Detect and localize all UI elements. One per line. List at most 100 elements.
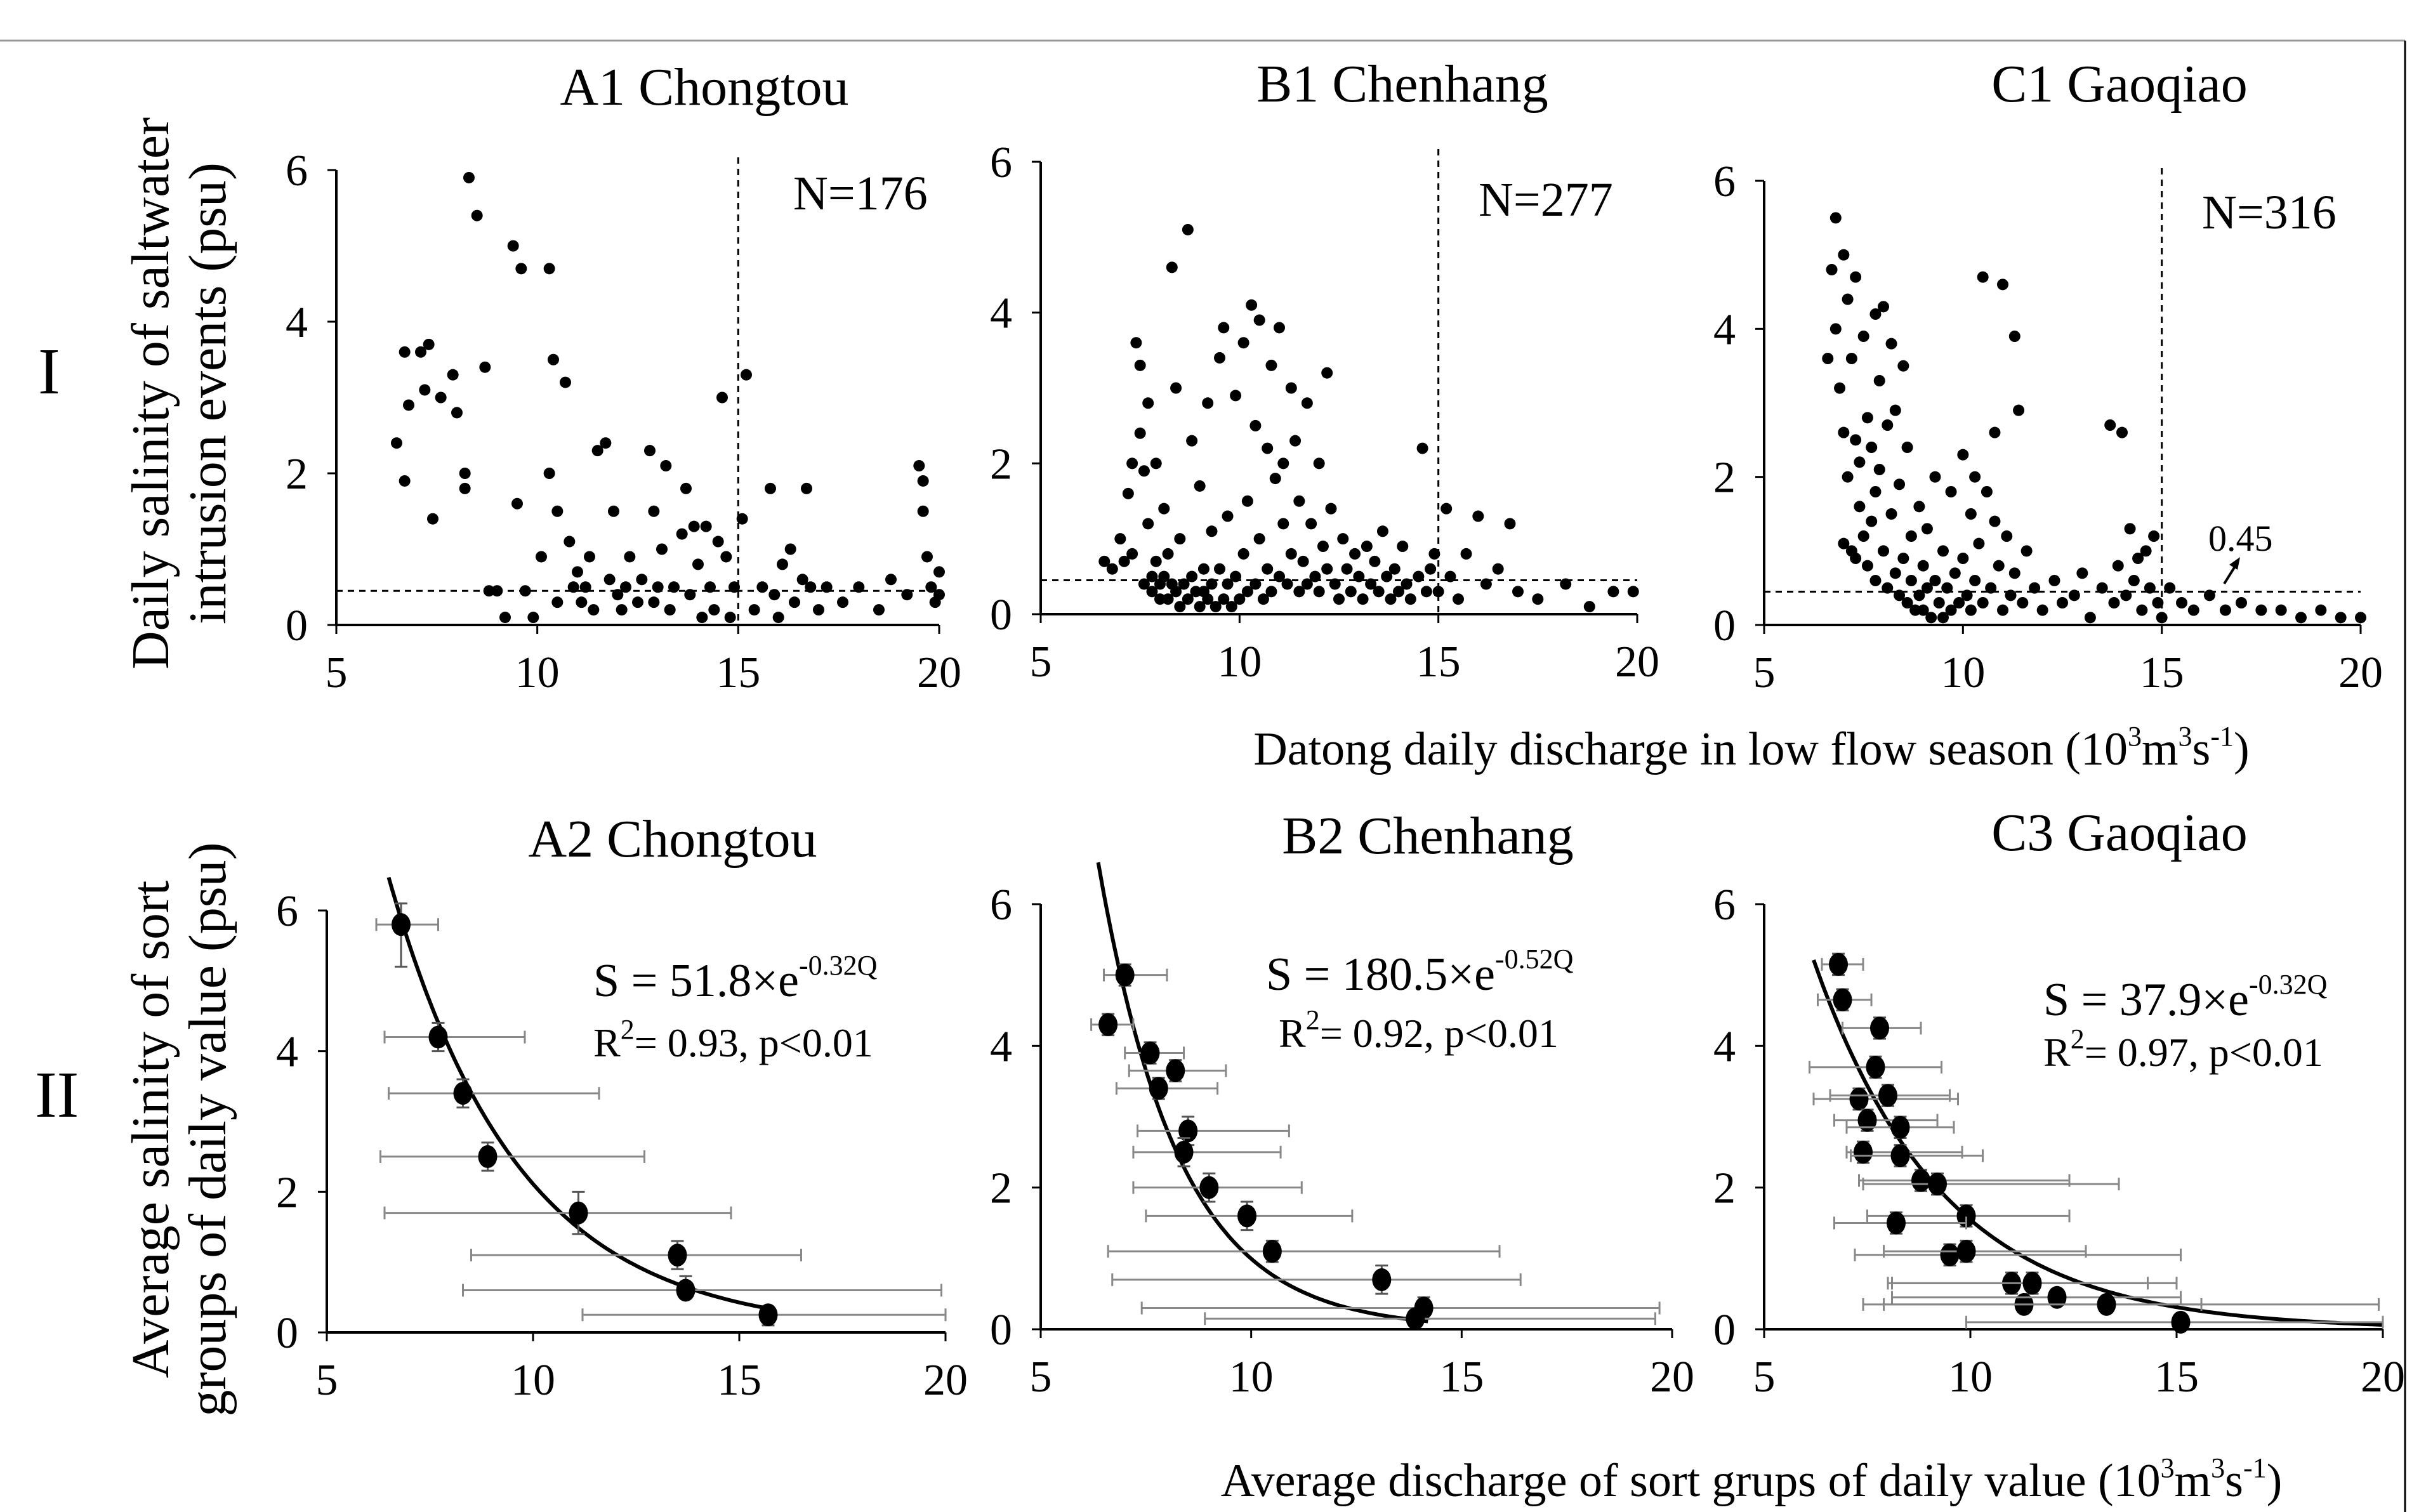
row1-ylabel-line1: Daily salinity of saltwater: [121, 117, 180, 669]
data-point: [652, 581, 664, 593]
y-tick-label: 0: [1713, 1306, 1736, 1355]
y-tick-label: 4: [1713, 1022, 1736, 1071]
data-point: [403, 399, 414, 411]
data-point: [1174, 533, 1186, 545]
data-point: [1186, 570, 1198, 582]
x-tick-label: 10: [511, 1356, 555, 1405]
data-point: [1150, 457, 1162, 470]
data-point: [2096, 582, 2108, 594]
data-point: [1237, 548, 1249, 560]
plot-c1: 5 10 15 20 0 2 4 6: [1713, 157, 2383, 697]
data-point: [1416, 442, 1428, 454]
x-tick-label: 15: [2140, 648, 2184, 697]
data-point: [2021, 545, 2033, 557]
data-point: [1301, 578, 1313, 590]
data-point: [1365, 578, 1377, 590]
panel-a1-n-label: N=176: [793, 167, 928, 220]
data-point: [2136, 604, 2148, 616]
data-point: [1838, 249, 1850, 261]
data-point: [551, 596, 564, 608]
data-point: [2005, 589, 2017, 602]
data-point: [1905, 575, 1917, 586]
data-point: [1158, 570, 1170, 582]
data-point: [1873, 464, 1885, 475]
data-point: [789, 596, 800, 608]
data-point: [2120, 589, 2132, 602]
x-tick-label: 10: [515, 648, 560, 697]
data-point: [1917, 560, 1929, 572]
data-point: [2148, 530, 2160, 542]
x-tick-label: 5: [326, 648, 348, 697]
data-point: [1480, 578, 1492, 590]
data-point: [569, 1201, 588, 1225]
y-tick-label: 6: [990, 881, 1012, 930]
data-point: [1222, 578, 1234, 590]
data-point: [459, 468, 471, 479]
panel-b1-n-label: N=277: [1479, 173, 1613, 227]
data-point: [1218, 593, 1230, 605]
data-point: [1873, 375, 1885, 386]
data-point: [1317, 541, 1329, 553]
data-point: [1928, 1173, 1947, 1196]
data-point: [1953, 597, 1965, 608]
data-point: [423, 338, 435, 350]
data-point: [1114, 533, 1126, 545]
data-point: [1878, 1084, 1897, 1107]
data-point: [1909, 604, 1922, 616]
data-point: [1965, 508, 1977, 520]
data-point: [1404, 593, 1416, 605]
data-point: [616, 604, 628, 616]
data-point: [1305, 518, 1317, 530]
data-point: [603, 574, 616, 586]
data-point: [885, 574, 897, 586]
data-point: [720, 551, 732, 563]
data-point: [1997, 279, 2008, 291]
data-point: [1878, 301, 1889, 313]
data-point: [801, 482, 812, 494]
data-point: [1917, 604, 1929, 616]
data-point: [1504, 518, 1516, 530]
data-point: [1444, 570, 1456, 582]
data-point: [1397, 541, 1409, 553]
data-point: [704, 581, 716, 593]
data-point: [1277, 518, 1289, 530]
data-point: [796, 574, 808, 586]
data-point: [1246, 299, 1258, 311]
data-point: [624, 551, 636, 563]
panel-a2-equation: S = 51.8×e-0.32Q: [593, 950, 878, 1007]
data-point: [478, 1145, 498, 1168]
data-point: [1406, 1307, 1425, 1331]
data-point: [2144, 582, 2156, 594]
data-point: [2068, 589, 2080, 602]
data-point: [591, 445, 603, 457]
panel-c1-n-label: N=316: [2202, 186, 2337, 239]
y-tick-label: 4: [990, 1022, 1012, 1071]
data-point: [588, 604, 600, 616]
data-point: [1230, 390, 1242, 402]
data-point: [1607, 586, 1619, 598]
data-point: [1949, 567, 1961, 579]
data-point: [1178, 578, 1190, 590]
data-point: [664, 604, 676, 616]
data-point: [1170, 586, 1182, 598]
data-point: [668, 1244, 687, 1267]
data-point: [1829, 323, 1842, 335]
data-point: [1162, 548, 1174, 560]
data-point: [1512, 586, 1524, 598]
x-tick-label: 20: [923, 1356, 968, 1405]
data-point: [2140, 545, 2152, 557]
data-point: [471, 209, 483, 221]
data-point: [1842, 293, 1854, 305]
x-tick-label: 10: [1948, 1353, 1993, 1402]
data-point: [1969, 575, 1981, 586]
data-point: [644, 445, 656, 457]
data-point: [1889, 404, 1901, 416]
data-point: [1376, 525, 1388, 537]
data-point: [479, 361, 491, 373]
data-point: [1321, 367, 1333, 379]
data-point: [1420, 586, 1432, 598]
data-point: [1285, 382, 1297, 394]
data-point: [1869, 486, 1882, 497]
data-point: [1894, 478, 1906, 490]
